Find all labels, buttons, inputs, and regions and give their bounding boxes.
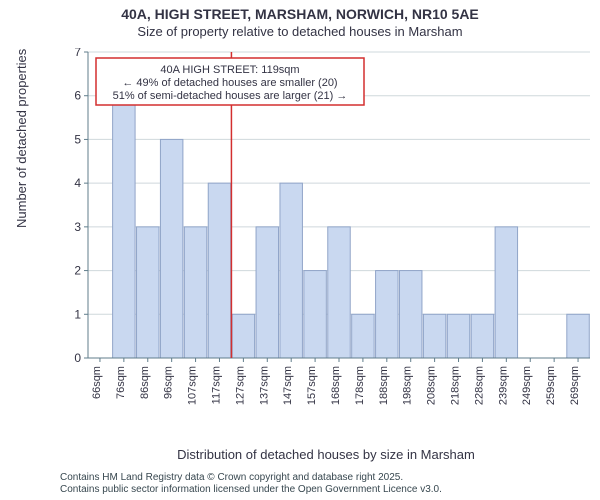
bar [328, 227, 350, 358]
svg-text:4: 4 [74, 176, 81, 190]
chart-titles: 40A, HIGH STREET, MARSHAM, NORWICH, NR10… [0, 0, 600, 40]
annotation-line: ← 49% of detached houses are smaller (20… [122, 77, 337, 89]
annotation-line: 51% of semi-detached houses are larger (… [113, 90, 348, 102]
x-tick-label: 188sqm [378, 366, 390, 405]
footer-line-1: Contains HM Land Registry data © Crown c… [60, 472, 442, 484]
bar [113, 96, 135, 358]
bar [352, 314, 374, 358]
svg-text:0: 0 [74, 351, 81, 365]
x-tick-label: 269sqm [569, 366, 581, 405]
bar [256, 227, 278, 358]
x-tick-label: 198sqm [402, 366, 414, 405]
bar [160, 139, 182, 358]
annotation-line: 40A HIGH STREET: 119sqm [160, 64, 299, 76]
bar-chart: 0 1 2 3 4 5 6 7 66sqm 76sqm 86sqm 96sqm 107sqm 117sqm… [60, 48, 592, 408]
bar [471, 314, 493, 358]
chart-title: 40A, HIGH STREET, MARSHAM, NORWICH, NR10… [0, 6, 600, 24]
svg-text:1: 1 [74, 307, 81, 321]
footer-line-2: Contains public sector information licen… [60, 484, 442, 496]
svg-text:3: 3 [74, 220, 81, 234]
x-tick-label: 147sqm [282, 366, 294, 405]
x-tick-label: 66sqm [91, 366, 103, 399]
x-tick-label: 137sqm [258, 366, 270, 405]
bar [184, 227, 206, 358]
x-tick-label: 208sqm [426, 366, 438, 405]
chart-subtitle: Size of property relative to detached ho… [0, 24, 600, 40]
x-tick-label: 107sqm [187, 366, 199, 405]
bar [423, 314, 445, 358]
x-tick-label: 249sqm [521, 366, 533, 405]
bar [137, 227, 159, 358]
bar [232, 314, 254, 358]
x-tick-label: 259sqm [545, 366, 557, 405]
x-tick-label: 228sqm [473, 366, 485, 405]
chart-footer: Contains HM Land Registry data © Crown c… [60, 472, 442, 496]
x-tick-label: 117sqm [210, 366, 222, 404]
x-tick-label: 178sqm [354, 366, 366, 405]
svg-text:5: 5 [74, 132, 81, 146]
bar [280, 183, 302, 358]
x-tick-label: 218sqm [450, 366, 462, 405]
bar [376, 271, 398, 358]
x-tick-label: 239sqm [497, 366, 509, 405]
bar [447, 314, 469, 358]
x-axis-title-wrap: Distribution of detached houses by size … [60, 447, 592, 462]
x-tick-label: 96sqm [163, 366, 175, 399]
y-axis-label: Number of detached properties [14, 49, 29, 228]
svg-text:2: 2 [74, 264, 81, 278]
svg-text:6: 6 [74, 89, 81, 103]
bar [495, 227, 517, 358]
svg-text:7: 7 [74, 48, 81, 59]
x-tick-label: 127sqm [234, 366, 246, 405]
x-tick-label: 168sqm [330, 366, 342, 405]
plot-area: 0 1 2 3 4 5 6 7 66sqm 76sqm 86sqm 96sqm 107sqm 117sqm… [60, 48, 592, 408]
bar [399, 271, 421, 358]
x-tick-label: 76sqm [115, 366, 127, 399]
bar [567, 314, 589, 358]
x-axis-title: Distribution of detached houses by size … [60, 447, 592, 462]
x-tick-label: 157sqm [306, 366, 318, 405]
x-tick-label: 86sqm [139, 366, 151, 399]
bar [304, 271, 326, 358]
bar [208, 183, 230, 358]
